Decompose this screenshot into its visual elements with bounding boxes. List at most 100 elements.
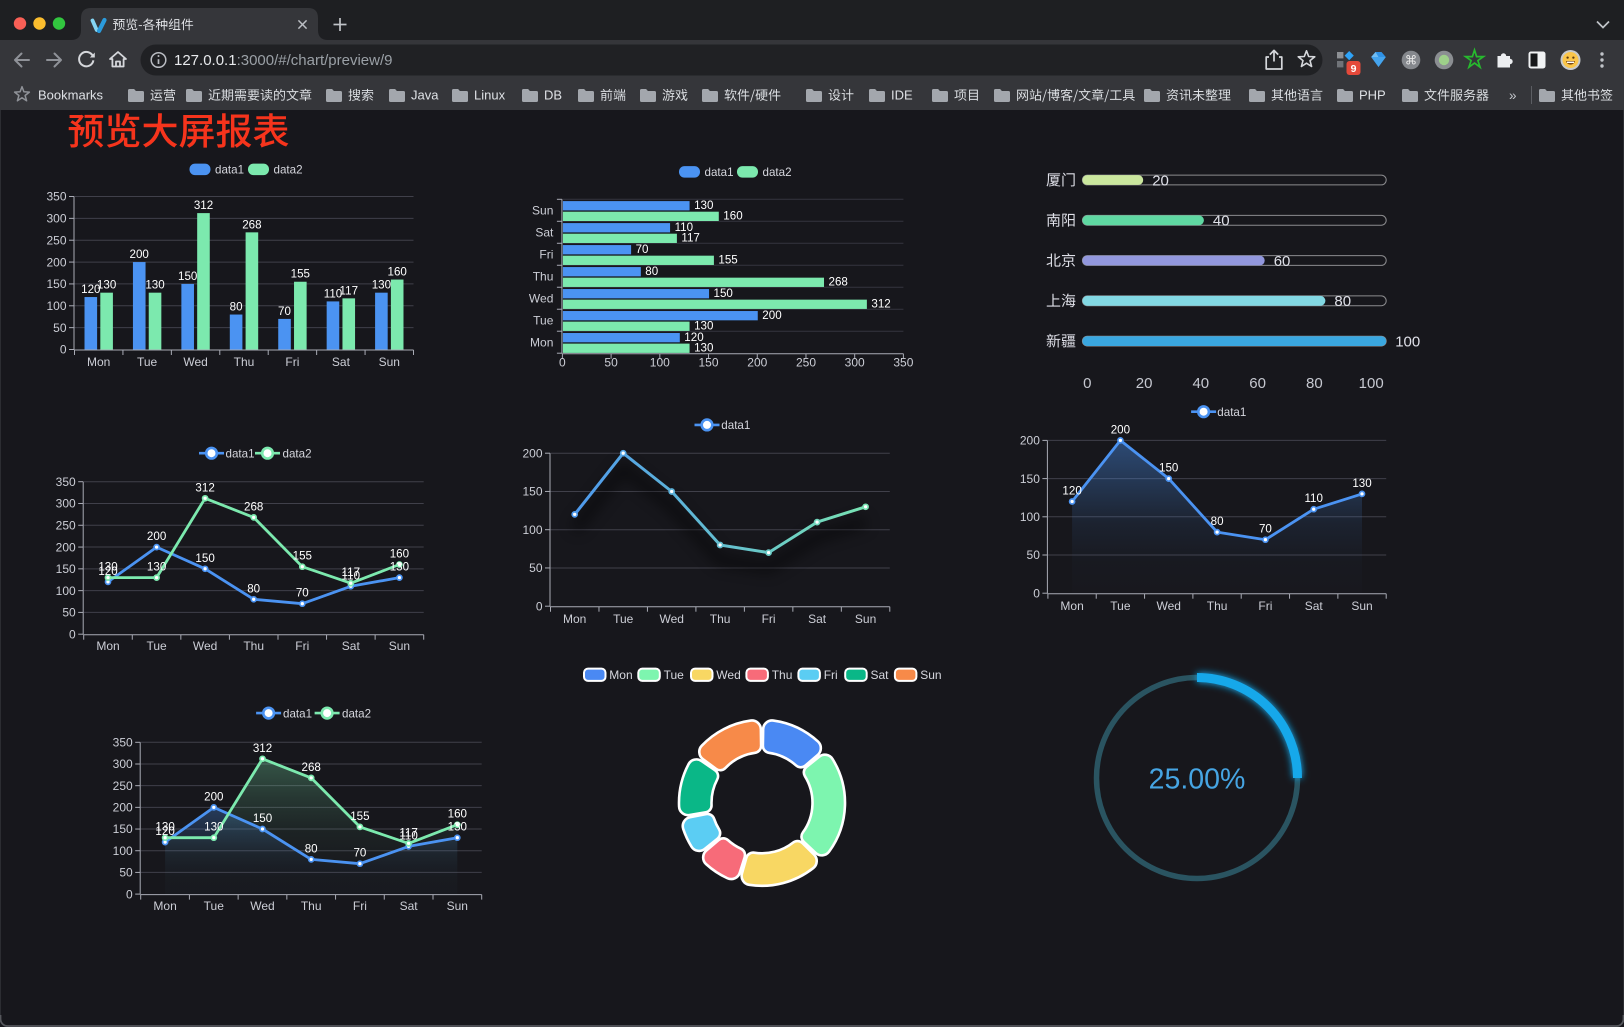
svg-text:155: 155 xyxy=(718,254,737,267)
svg-text:130: 130 xyxy=(204,821,223,834)
svg-text:Linux: Linux xyxy=(474,88,506,103)
svg-text:0: 0 xyxy=(60,343,67,357)
svg-text:130: 130 xyxy=(145,279,164,292)
svg-text:80: 80 xyxy=(247,582,260,595)
svg-text:150: 150 xyxy=(56,562,76,576)
svg-text:100: 100 xyxy=(650,356,670,370)
svg-text:200: 200 xyxy=(747,356,767,370)
svg-text:40: 40 xyxy=(1192,375,1209,392)
svg-text:Thu: Thu xyxy=(533,269,554,283)
svg-text:Thu: Thu xyxy=(234,355,255,369)
svg-text:data2: data2 xyxy=(763,166,792,179)
svg-text:117: 117 xyxy=(681,232,699,245)
svg-text:150: 150 xyxy=(1020,472,1040,486)
svg-text:268: 268 xyxy=(829,276,848,289)
svg-text:Sun: Sun xyxy=(920,668,941,682)
svg-text:160: 160 xyxy=(723,210,742,223)
svg-text:data2: data2 xyxy=(283,447,312,460)
svg-text:268: 268 xyxy=(244,500,263,513)
svg-text:200: 200 xyxy=(46,255,66,269)
svg-text:130: 130 xyxy=(694,199,713,212)
svg-text:Wed: Wed xyxy=(1156,599,1180,613)
svg-text:Sat: Sat xyxy=(332,355,351,369)
svg-text:130: 130 xyxy=(372,279,391,292)
svg-text:0: 0 xyxy=(69,627,76,641)
svg-text:130: 130 xyxy=(694,342,713,355)
svg-text:300: 300 xyxy=(56,497,76,511)
svg-text:Tue: Tue xyxy=(1110,599,1131,613)
svg-text:0: 0 xyxy=(126,887,133,901)
svg-text:130: 130 xyxy=(147,561,166,574)
svg-text:Mon: Mon xyxy=(1060,599,1083,613)
svg-text:100: 100 xyxy=(56,584,76,598)
svg-text:70: 70 xyxy=(278,305,291,318)
svg-text:150: 150 xyxy=(522,485,542,499)
svg-text:Wed: Wed xyxy=(529,291,553,305)
svg-text:Thu: Thu xyxy=(1207,599,1228,613)
svg-text:250: 250 xyxy=(113,779,133,793)
svg-text:300: 300 xyxy=(113,757,133,771)
svg-text:Fri: Fri xyxy=(539,248,553,262)
svg-text:DB: DB xyxy=(544,88,562,103)
svg-text:155: 155 xyxy=(350,810,369,823)
svg-text:Mon: Mon xyxy=(87,355,110,369)
svg-text:Wed: Wed xyxy=(716,668,740,682)
svg-text:Tue: Tue xyxy=(137,355,158,369)
svg-text:⌘: ⌘ xyxy=(1405,54,1418,68)
svg-text:312: 312 xyxy=(871,298,890,311)
svg-text:160: 160 xyxy=(388,266,407,279)
svg-text:data1: data1 xyxy=(226,447,255,460)
svg-text:20: 20 xyxy=(1136,375,1153,392)
svg-text:Mon: Mon xyxy=(563,612,586,626)
svg-text:20: 20 xyxy=(1152,172,1169,189)
svg-text:80: 80 xyxy=(230,301,243,314)
svg-text:70: 70 xyxy=(296,587,309,600)
svg-text:100: 100 xyxy=(1395,333,1420,350)
svg-text:120: 120 xyxy=(684,331,703,344)
svg-text:127.0.0.1:3000/#/chart/preview: 127.0.0.1:3000/#/chart/preview/9 xyxy=(174,52,393,69)
svg-text:117: 117 xyxy=(342,566,360,579)
svg-text:Wed: Wed xyxy=(659,612,683,626)
svg-text:110: 110 xyxy=(342,569,360,582)
svg-text:150: 150 xyxy=(195,552,214,565)
svg-text:Fri: Fri xyxy=(1258,599,1272,613)
svg-text:200: 200 xyxy=(113,801,133,815)
svg-text:130: 130 xyxy=(1352,477,1371,490)
svg-text:Sat: Sat xyxy=(342,639,361,653)
svg-text:Sat: Sat xyxy=(535,226,554,240)
svg-text:150: 150 xyxy=(253,812,272,825)
svg-text:155: 155 xyxy=(291,268,310,281)
svg-text:100: 100 xyxy=(113,844,133,858)
svg-text:Mon: Mon xyxy=(96,639,119,653)
svg-text:Mon: Mon xyxy=(153,899,176,913)
svg-text:80: 80 xyxy=(305,842,318,855)
svg-text:»: » xyxy=(1509,88,1517,103)
svg-text:IDE: IDE xyxy=(891,88,913,103)
svg-text:100: 100 xyxy=(522,523,542,537)
svg-text:130: 130 xyxy=(155,821,174,834)
svg-text:0: 0 xyxy=(1083,375,1091,392)
svg-text:110: 110 xyxy=(399,829,417,842)
svg-text:110: 110 xyxy=(324,287,342,300)
svg-text:160: 160 xyxy=(390,548,409,561)
svg-text:60: 60 xyxy=(1249,375,1266,392)
svg-text:150: 150 xyxy=(46,277,66,291)
svg-text:50: 50 xyxy=(53,321,67,335)
svg-text:50: 50 xyxy=(119,866,133,880)
svg-text:130: 130 xyxy=(98,561,117,574)
svg-text:Mon: Mon xyxy=(530,335,553,349)
svg-text:155: 155 xyxy=(293,550,312,563)
svg-text:50: 50 xyxy=(529,561,543,575)
svg-text:100: 100 xyxy=(46,299,66,313)
svg-text:Tue: Tue xyxy=(533,313,554,327)
svg-text:110: 110 xyxy=(675,221,693,234)
svg-text:25.00%: 25.00% xyxy=(1149,764,1246,796)
svg-text:350: 350 xyxy=(46,190,66,204)
svg-text:Sat: Sat xyxy=(808,612,827,626)
svg-text:100: 100 xyxy=(1359,375,1384,392)
svg-text:200: 200 xyxy=(762,309,781,322)
svg-text:120: 120 xyxy=(98,565,117,578)
svg-text:data1: data1 xyxy=(283,707,312,720)
svg-text:data1: data1 xyxy=(705,166,734,179)
svg-text:Fri: Fri xyxy=(762,612,776,626)
